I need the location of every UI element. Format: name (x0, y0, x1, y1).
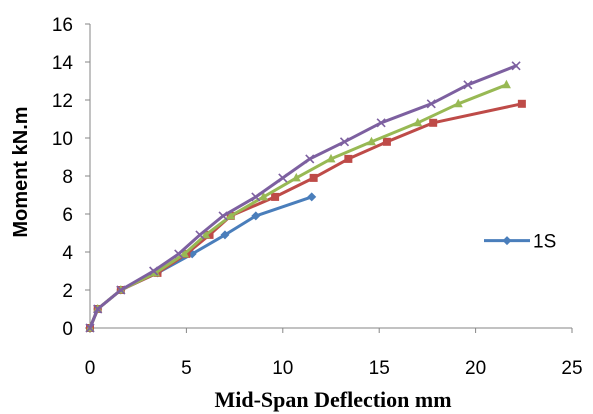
series-line (88, 195, 314, 330)
marker-stroke (116, 285, 126, 295)
marker-stroke (339, 137, 350, 147)
marker-stroke (218, 211, 228, 221)
data-point (174, 249, 184, 259)
data-point (463, 80, 473, 90)
marker-stroke (305, 154, 315, 164)
marker-stroke (511, 61, 521, 71)
x-tick-label: 15 (369, 358, 390, 379)
data-point (205, 230, 214, 239)
data-point (220, 230, 230, 240)
data-point (326, 153, 336, 163)
data-point (291, 172, 301, 182)
y-tick-label: 10 (52, 129, 73, 150)
series-4 (85, 61, 521, 333)
data-point (195, 230, 205, 240)
data-point (116, 285, 126, 295)
x-tick-label: 5 (181, 358, 192, 379)
data-point (85, 323, 95, 333)
data-point (426, 99, 436, 109)
data-point (309, 173, 318, 182)
x-tick-label: 10 (272, 358, 293, 379)
x-tick-label: 20 (465, 358, 486, 379)
marker-stroke (195, 230, 205, 240)
y-tick-label: 16 (52, 15, 73, 36)
data-point (278, 173, 288, 183)
data-point (226, 210, 236, 220)
series-line (88, 102, 524, 330)
y-tick-label: 0 (62, 319, 73, 340)
data-point (271, 192, 280, 201)
data-point (501, 79, 511, 89)
marker-stroke (278, 173, 288, 183)
data-point (344, 154, 353, 163)
x-tick-label: 0 (85, 358, 96, 379)
marker-stroke (149, 266, 159, 276)
data-point (201, 229, 211, 239)
y-axis-title: Moment kN.m (10, 106, 32, 237)
marker-stroke (463, 80, 473, 90)
marker-stroke (426, 99, 436, 109)
data-point (376, 118, 386, 128)
y-tick-label: 8 (62, 167, 73, 188)
legend-marker (502, 236, 512, 246)
data-point (93, 304, 103, 314)
marker-stroke (93, 304, 103, 314)
marker-stroke (251, 192, 261, 202)
x-tick-label: 25 (561, 358, 582, 379)
data-point (259, 191, 269, 201)
series-1 (85, 192, 317, 333)
y-tick-label: 4 (62, 243, 73, 264)
marker-stroke (85, 323, 95, 333)
y-tick-label: 14 (52, 53, 74, 74)
data-point (366, 136, 376, 146)
y-tick-label: 12 (52, 91, 73, 112)
y-tick-label: 6 (62, 205, 73, 226)
y-tick-label: 2 (62, 281, 73, 302)
marker-stroke (376, 118, 386, 128)
legend-label: 1S (533, 232, 556, 253)
data-point (339, 137, 350, 147)
series-2 (86, 99, 526, 332)
data-point (517, 99, 526, 108)
data-point (429, 118, 438, 127)
series-3 (85, 79, 511, 332)
series-layer (85, 61, 526, 333)
x-axis-title: Mid-Span Deflection mm (214, 387, 451, 412)
data-point (149, 266, 159, 276)
data-point (251, 211, 261, 221)
data-point (305, 154, 315, 164)
data-point (307, 192, 317, 202)
axes: 0 2 4 6 8 10 12 14 16 0 5 10 15 20 25 (52, 15, 583, 379)
data-point (453, 98, 463, 108)
data-point (382, 137, 391, 146)
data-point (179, 248, 189, 258)
marker-stroke (174, 249, 184, 259)
data-point (218, 211, 228, 221)
data-point (511, 61, 521, 71)
data-point (251, 192, 261, 202)
data-point (413, 117, 423, 127)
legend: 1S (484, 232, 556, 253)
